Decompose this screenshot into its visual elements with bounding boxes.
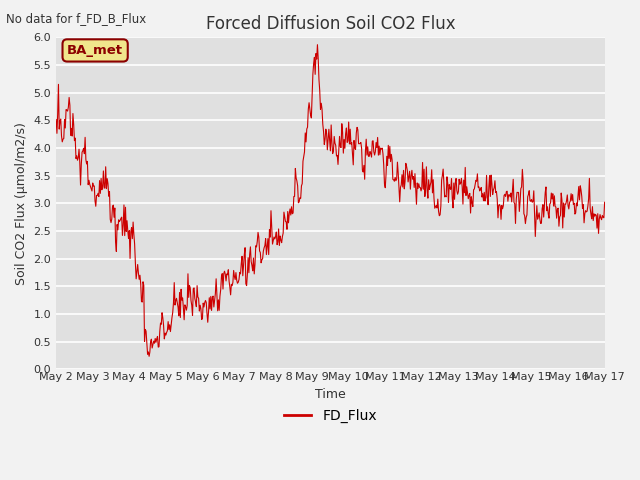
Y-axis label: Soil CO2 Flux (μmol/m2/s): Soil CO2 Flux (μmol/m2/s) (15, 122, 28, 285)
Legend: FD_Flux: FD_Flux (278, 403, 383, 429)
X-axis label: Time: Time (315, 387, 346, 400)
Title: Forced Diffusion Soil CO2 Flux: Forced Diffusion Soil CO2 Flux (205, 15, 455, 33)
Text: No data for f_FD_B_Flux: No data for f_FD_B_Flux (6, 12, 147, 25)
Text: BA_met: BA_met (67, 44, 123, 57)
